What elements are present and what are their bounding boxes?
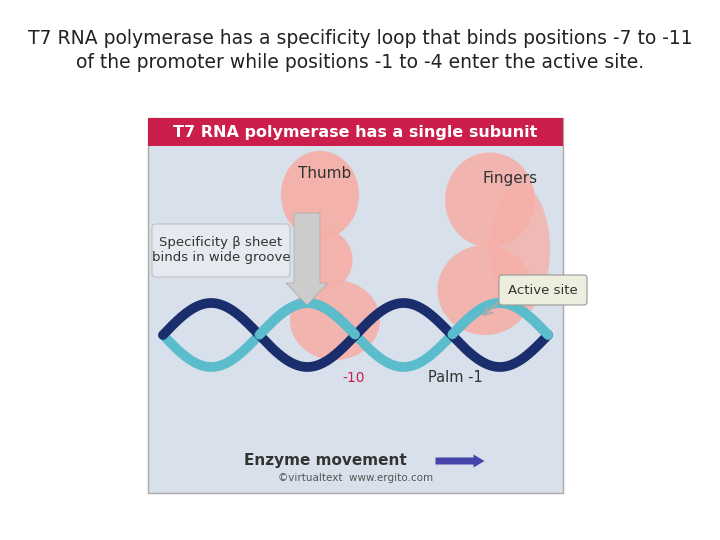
Ellipse shape <box>490 185 550 315</box>
Text: Active site: Active site <box>508 284 578 296</box>
Ellipse shape <box>297 230 353 290</box>
Text: Palm -1: Palm -1 <box>428 370 482 386</box>
Ellipse shape <box>445 152 535 247</box>
Bar <box>148 118 563 146</box>
Text: of the promoter while positions -1 to -4 enter the active site.: of the promoter while positions -1 to -4… <box>76 52 644 71</box>
Bar <box>148 118 563 493</box>
Text: Specificity β sheet
binds in wide groove: Specificity β sheet binds in wide groove <box>152 236 290 264</box>
Text: ©virtualtext  www.ergito.com: ©virtualtext www.ergito.com <box>278 473 433 483</box>
Ellipse shape <box>290 280 380 360</box>
Ellipse shape <box>438 245 533 335</box>
FancyArrow shape <box>286 213 328 305</box>
Text: Enzyme movement: Enzyme movement <box>244 454 407 469</box>
Text: T7 RNA polymerase has a specificity loop that binds positions -7 to -11: T7 RNA polymerase has a specificity loop… <box>27 29 693 48</box>
Ellipse shape <box>281 151 359 239</box>
Text: Fingers: Fingers <box>482 171 538 186</box>
FancyBboxPatch shape <box>152 224 290 277</box>
Text: T7 RNA polymerase has a single subunit: T7 RNA polymerase has a single subunit <box>174 125 538 139</box>
Text: -10: -10 <box>343 371 365 385</box>
FancyBboxPatch shape <box>499 275 587 305</box>
Text: Thumb: Thumb <box>298 165 351 180</box>
FancyArrow shape <box>436 455 485 468</box>
